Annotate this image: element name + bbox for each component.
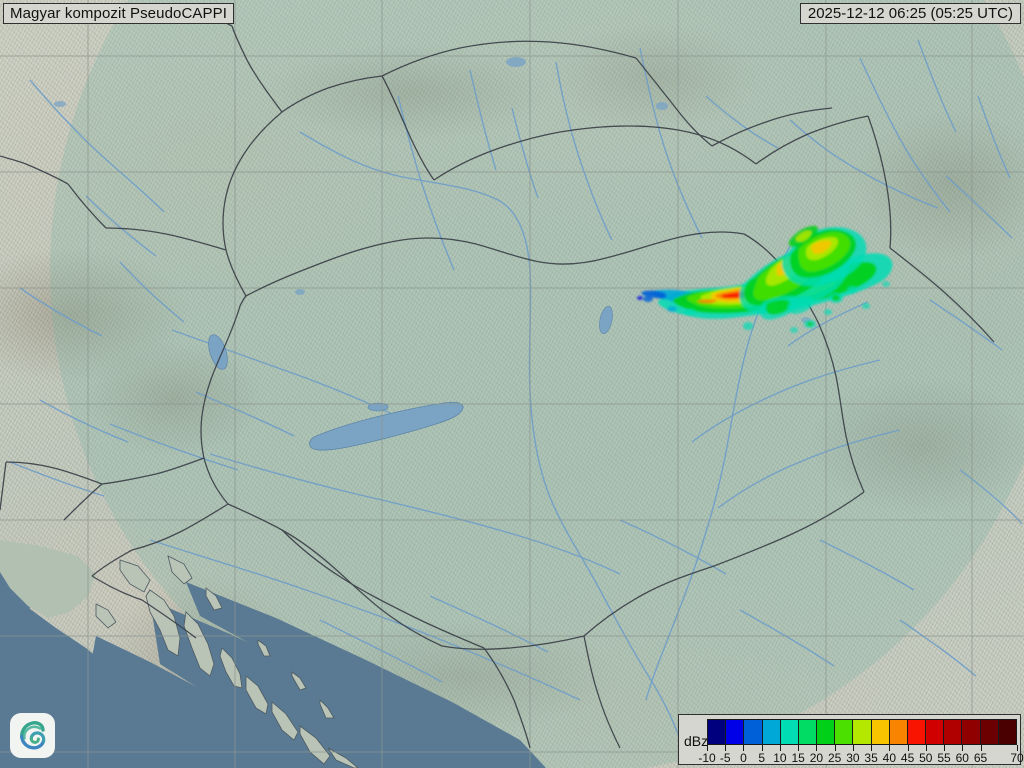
spiral-logo-icon	[19, 720, 45, 749]
legend-tick-10	[779, 745, 781, 751]
legend-tick-0	[743, 745, 745, 751]
lake-small-w	[295, 289, 305, 295]
legend-swatch-60	[962, 720, 981, 744]
legend-bar-wrapper: -10 -5 0 5 10 15 20 25 30 35 40 45 50 55 60 65 70	[698, 719, 1024, 765]
legend-tick-65	[980, 745, 982, 751]
legend-tick--5	[725, 745, 727, 751]
legend-swatch--10	[708, 720, 727, 744]
legend-tick-50	[925, 745, 927, 751]
product-title-text: Magyar kompozit PseudoCAPPI	[10, 5, 227, 22]
legend-tick-label-5: 5	[758, 751, 766, 765]
legend-tick-label--5: -5	[719, 751, 731, 765]
legend-swatch-15	[798, 720, 818, 744]
legend-swatch-0	[744, 720, 763, 744]
legend-tick-35	[871, 745, 873, 751]
lake-velence	[367, 402, 389, 412]
legend-swatch-35	[871, 720, 890, 744]
product-title-box: Magyar kompozit PseudoCAPPI	[3, 3, 234, 24]
legend-swatch-10	[780, 720, 799, 744]
legend-tick-label-60: 60	[955, 751, 969, 765]
legend-tick-5	[761, 745, 763, 751]
legend-tick-label-70: 70	[1010, 751, 1024, 765]
legend-tick-label-25: 25	[827, 751, 842, 765]
legend-tick-marks	[707, 745, 1018, 751]
legend-unit-label: dBz	[684, 733, 709, 749]
legend-swatch-20	[817, 720, 836, 744]
legend-tick-label-65: 65	[973, 751, 988, 765]
legend-tick--10	[707, 745, 708, 751]
lake-tisza	[599, 305, 613, 335]
lake-small-nw	[54, 101, 66, 107]
lake-small-north	[506, 57, 526, 67]
legend-swatch-50	[926, 720, 945, 744]
legend-tick-label-10: 10	[773, 751, 787, 765]
hungaromet-logo[interactable]	[10, 713, 55, 758]
legend-tick-label-45: 45	[900, 751, 915, 765]
legend-tick-15	[798, 745, 800, 751]
legend-swatch-70	[998, 720, 1016, 744]
legend-tick-label-15: 15	[791, 751, 805, 765]
legend-tick-20	[816, 745, 818, 751]
legend-tick-label-0: 0	[740, 751, 747, 765]
legend-tick-30	[852, 745, 854, 751]
lake-small-ne	[656, 102, 668, 110]
legend-swatch-65	[980, 720, 999, 744]
lake-neusiedl	[208, 334, 228, 370]
legend-swatch-30	[853, 720, 872, 744]
legend-swatch--5	[726, 720, 745, 744]
legend-tick-40	[889, 745, 891, 751]
timestamp-box: 2025-12-12 06:25 (05:25 UTC)	[799, 3, 1021, 24]
legend-swatch-5	[762, 720, 781, 744]
legend-tick-70	[1017, 745, 1018, 751]
legend-tick-label-20: 20	[809, 751, 824, 765]
legend-tick-25	[834, 745, 836, 751]
legend-swatch-25	[835, 720, 854, 744]
dbz-legend-panel: dBz -10 -5 0 5 10 15 20 25 30 35 40 45 50 55 60 65 70	[678, 714, 1024, 765]
legend-tick-60	[962, 745, 964, 751]
legend-color-bar	[707, 719, 1017, 745]
timestamp-text: 2025-12-12 06:25 (05:25 UTC)	[807, 5, 1013, 22]
lake-balaton	[309, 401, 464, 451]
legend-tick-55	[944, 745, 946, 751]
legend-swatch-40	[889, 720, 908, 744]
legend-tick-labels: -10 -5 0 5 10 15 20 25 30 35 40 45 50 55 60 65 70	[698, 751, 1023, 765]
legend-tick-label-35: 35	[864, 751, 878, 765]
legend-swatch-55	[944, 720, 963, 744]
legend-tick-label-50: 50	[919, 751, 933, 765]
legend-tick-45	[907, 745, 909, 751]
legend-tick-label-30: 30	[846, 751, 860, 765]
legend-tick-label--10: -10	[698, 751, 716, 765]
legend-tick-label-40: 40	[882, 751, 897, 765]
legend-swatch-45	[907, 720, 927, 744]
legend-tick-label-55: 55	[937, 751, 951, 765]
